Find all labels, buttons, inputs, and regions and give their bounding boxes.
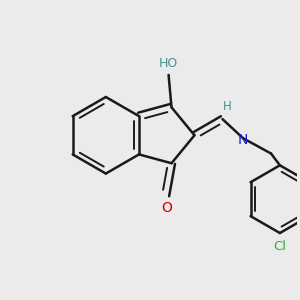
Text: N: N [238,133,248,147]
Text: HO: HO [159,57,178,70]
Text: Cl: Cl [273,240,286,254]
Text: O: O [162,201,172,215]
Text: H: H [223,100,231,112]
